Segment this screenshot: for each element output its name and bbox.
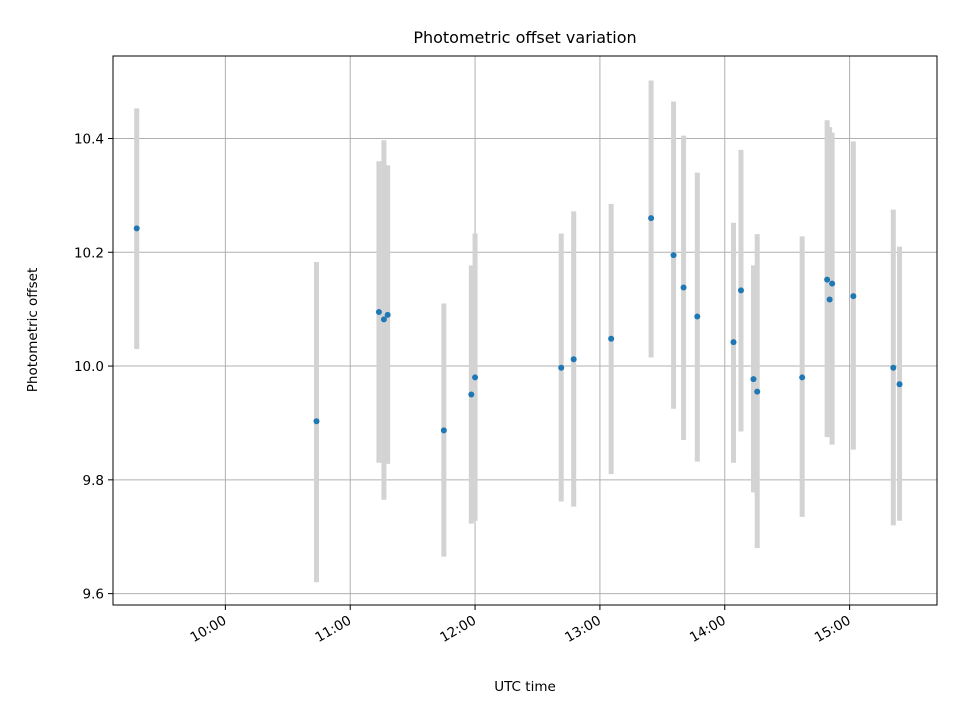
data-point: 12:00 9.98 — [472, 374, 479, 381]
data-point: 14:37 9.98 — [799, 374, 806, 381]
data-point: 11:16 10.082 — [380, 316, 387, 323]
y-axis-ticks: 9.6 9.8 10.0 10.2 10.4 — [74, 131, 113, 603]
data-point: 13:47 10.087 — [694, 313, 701, 320]
y-tick-label: 10.2 — [74, 245, 104, 261]
data-point: 14:49 10.152 — [824, 276, 831, 283]
data-point: 14:04 10.042 — [730, 339, 737, 346]
chart-title: Photometric offset variation — [413, 28, 636, 47]
data-points: 09:18 10.242 10:43 9.903 11:14 10.09511:16… — [133, 215, 903, 434]
data-point: 14:50 10.117 — [826, 296, 833, 303]
data-point: 13:40 10.138 — [680, 284, 687, 291]
data-point: 15:21 9.997 — [890, 364, 897, 371]
y-tick-label: 9.6 — [83, 587, 104, 603]
data-point: 15:24 9.968 — [896, 381, 903, 388]
data-point: 13:05 10.048 — [608, 335, 615, 342]
data-point: 11:18 10.09 — [384, 311, 391, 318]
data-point: 11:45 9.887 — [440, 427, 447, 434]
data-point: 15:01 10.123 — [850, 293, 857, 300]
y-tick-label: 10.4 — [74, 131, 104, 147]
data-point: 13:24 10.26 — [648, 215, 655, 222]
data-point: 14:08 10.133 — [737, 287, 744, 294]
data-point: 14:14 9.977 — [750, 376, 757, 383]
data-point: 14:51 10.145 — [829, 280, 836, 287]
data-point: 13:35 10.195 — [670, 252, 677, 259]
data-point: 12:41 9.997 — [558, 364, 565, 371]
y-tick-label: 9.8 — [83, 473, 104, 489]
plot-area-frame — [112, 55, 938, 606]
data-point: 11:58 9.95 — [468, 391, 475, 398]
data-point: 10:43 9.903 — [313, 418, 320, 425]
x-axis-label: UTC time — [494, 679, 556, 695]
data-point: 09:18 10.242 — [133, 225, 140, 232]
data-point: 12:48 10.012 — [570, 356, 577, 363]
y-tick-label: 10.0 — [74, 359, 104, 375]
data-point: 11:14 10.095 — [375, 309, 382, 316]
data-point: 14:15 9.955 — [754, 388, 761, 395]
y-axis-label: Photometric offset — [25, 268, 41, 392]
